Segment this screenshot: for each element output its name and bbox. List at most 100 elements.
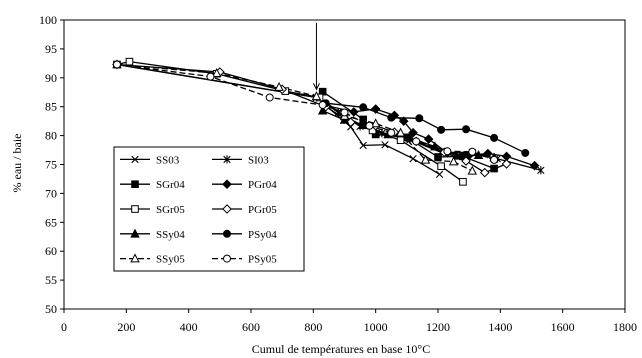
- data-point-sgr04: [490, 164, 498, 173]
- y-tick-label: 70: [45, 186, 57, 200]
- data-point-psy04: [437, 125, 446, 134]
- legend-marker-pgr05: [222, 204, 232, 214]
- data-point-ssy05: [395, 127, 406, 137]
- data-point-sgr05: [437, 162, 445, 171]
- data-point-ssy05: [420, 154, 431, 164]
- arrow-head: [313, 83, 320, 91]
- data-point-psy05: [468, 147, 477, 156]
- data-point-ssy04: [317, 105, 328, 115]
- y-tick-label: 60: [45, 244, 57, 258]
- x-axis-title: Cumul de températures en base 10°C: [252, 342, 430, 356]
- data-point-pgr05: [479, 167, 490, 178]
- data-point-ss03: [435, 170, 444, 179]
- x-tick-label: 1000: [364, 320, 388, 334]
- data-point-ssy05: [274, 81, 284, 91]
- y-tick-label: 90: [45, 71, 57, 85]
- data-point-psy05: [387, 128, 396, 137]
- y-tick-label: 75: [45, 158, 57, 172]
- legend-marker-ssy04: [130, 228, 140, 238]
- data-point-pgr04: [349, 107, 359, 117]
- data-point-ss03: [359, 141, 367, 150]
- data-point-ssy04: [473, 150, 484, 160]
- x-tick-label: 200: [117, 320, 135, 334]
- data-point-psy04: [462, 125, 471, 134]
- data-point-sgr04: [434, 153, 442, 161]
- data-point-psy04: [415, 114, 424, 123]
- data-point-psy05: [340, 108, 349, 117]
- data-point-psy04: [359, 103, 368, 112]
- legend-label-pgr05: PGr05: [248, 204, 277, 216]
- data-point-psy05: [443, 147, 452, 156]
- data-point-si03: [378, 129, 386, 138]
- data-point-ssy04: [430, 141, 440, 151]
- x-tick-label: 400: [180, 320, 198, 334]
- legend-label-si03: SI03: [248, 154, 269, 166]
- data-point-pgr05: [501, 159, 512, 169]
- data-point-psy05: [490, 155, 499, 164]
- data-point-pgr04: [529, 160, 540, 171]
- legend-label-sgr04: SGr04: [156, 179, 185, 191]
- legend-label-ssy05: SSy05: [156, 254, 185, 266]
- data-point-pgr04: [423, 134, 434, 144]
- data-point-psy04: [387, 113, 396, 122]
- data-point-psy05: [365, 121, 374, 130]
- y-tick-label: 80: [45, 129, 57, 143]
- series-line-psy04: [325, 102, 526, 154]
- y-tick-label: 55: [45, 273, 57, 287]
- x-tick-label: 1200: [426, 320, 450, 334]
- data-point-pgr04: [398, 116, 409, 126]
- y-tick-label: 95: [45, 42, 57, 56]
- x-tick-label: 800: [304, 320, 322, 334]
- data-point-ssy05: [467, 165, 478, 175]
- x-tick-label: 1400: [488, 320, 512, 334]
- data-point-si03: [537, 166, 545, 175]
- data-point-ssy05: [370, 118, 381, 128]
- data-point-pgr04: [408, 127, 418, 138]
- legend-label-psy05: PSy05: [248, 254, 277, 266]
- data-point-sgr05: [459, 178, 467, 186]
- x-tick-label: 1600: [551, 320, 575, 334]
- series-markers: [112, 57, 545, 186]
- legend-marker-psy05: [223, 254, 231, 263]
- data-point-psy05: [318, 100, 327, 109]
- y-axis-title: % eau / baie: [10, 134, 24, 193]
- data-point-ss03: [381, 141, 389, 149]
- legend-label-sgr05: SGr05: [156, 204, 185, 216]
- data-point-psy05: [206, 72, 215, 81]
- legend-marker-sgr04: [131, 180, 139, 188]
- data-point-pgr05: [345, 117, 356, 128]
- data-point-ss03: [409, 155, 417, 163]
- x-tick-label: 600: [242, 320, 260, 334]
- data-point-psy05: [112, 60, 121, 69]
- data-point-sgr05: [396, 136, 405, 145]
- data-point-pgr04: [370, 104, 381, 114]
- y-tick-label: 50: [45, 302, 57, 316]
- data-point-ssy05: [211, 68, 222, 77]
- legend-marker-pgr04: [222, 179, 232, 190]
- annotation-arrow: [313, 22, 320, 91]
- y-tick-label: 100: [39, 13, 57, 27]
- data-point-ssy04: [358, 120, 368, 129]
- legend-marker-ss03: [131, 155, 139, 164]
- legend-marker-si03: [223, 155, 231, 164]
- x-axis-ticks: 0 200 400 600 800 1000 1200 1400 1600 1800: [61, 309, 637, 334]
- data-point-ssy04: [451, 150, 462, 160]
- x-tick-label: 0: [61, 320, 67, 334]
- data-point-si03: [334, 108, 342, 117]
- data-point-pgr05: [461, 156, 471, 166]
- data-point-ssy05: [448, 156, 459, 166]
- legend: SS03 SI03 SGr04 PGr04 SGr05 PGr05 SSy04 PSy04 SS…: [113, 146, 305, 272]
- legend-label-pgr04: PGr04: [248, 179, 277, 191]
- series-line-pgr05: [116, 63, 507, 174]
- legend-label-ss03: SS03: [156, 154, 180, 166]
- y-axis-ticks: 50 55 60 65 70 75 80 85 90 95 100: [39, 13, 64, 316]
- data-point-pgr04: [483, 148, 493, 159]
- data-point-psy05: [412, 137, 421, 146]
- legend-marker-psy04: [223, 229, 231, 238]
- x-tick-label: 1800: [613, 320, 637, 334]
- data-point-psy04: [490, 133, 499, 142]
- y-tick-label: 65: [45, 215, 57, 229]
- data-point-sgr05: [125, 57, 134, 66]
- y-tick-label: 85: [45, 100, 57, 114]
